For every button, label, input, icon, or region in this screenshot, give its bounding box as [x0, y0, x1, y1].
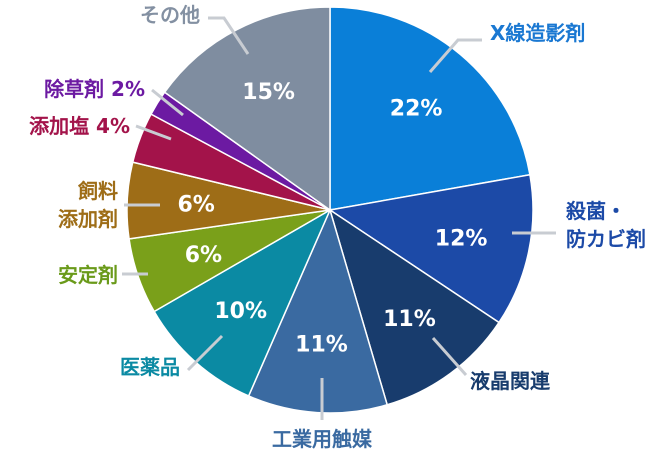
- leader-line: [428, 38, 482, 73]
- slice-category-label: 液晶関連: [470, 369, 551, 393]
- leader-line: [208, 16, 250, 55]
- slice-category-label: 添加塩 4%: [29, 114, 130, 138]
- percent-labels: 22% 12% 11% 11% 10% 6% 6% 15%: [177, 80, 487, 358]
- slice-percent-label: 11%: [295, 333, 348, 358]
- slice-percent-label: 6%: [177, 193, 214, 218]
- slice-percent-label: 12%: [435, 226, 488, 251]
- slice-percent-label: 6%: [185, 243, 222, 268]
- slice-category-label: 殺菌・防カビ剤: [565, 199, 646, 251]
- slice-category-label: その他: [140, 3, 200, 27]
- slice-percent-label: 11%: [383, 307, 436, 332]
- leader-lines: [122, 16, 556, 420]
- slice-percent-label: 10%: [214, 299, 267, 324]
- slice-percent-label: 22%: [390, 96, 443, 121]
- pie-slice: [247, 207, 389, 414]
- leader-line: [135, 124, 172, 141]
- leader-line: [186, 334, 224, 372]
- leader-line: [151, 88, 184, 117]
- slice-category-label: X線造影剤: [490, 21, 585, 45]
- slice-category-label: 工業用触媒: [272, 427, 373, 451]
- slice-category-label: 医薬品: [120, 355, 180, 379]
- pie-slice: [163, 6, 331, 212]
- leader-line: [431, 337, 468, 376]
- pie-slices: [126, 6, 534, 414]
- pie-slice: [329, 6, 531, 211]
- slice-percent-label: 15%: [242, 80, 295, 105]
- slice-category-label: 除草剤 2%: [44, 77, 145, 101]
- pie-slice: [328, 173, 534, 324]
- slice-category-label: 安定剤: [58, 263, 118, 287]
- pie-slice: [328, 208, 501, 406]
- slice-category-label: 飼料添加剤: [58, 179, 118, 231]
